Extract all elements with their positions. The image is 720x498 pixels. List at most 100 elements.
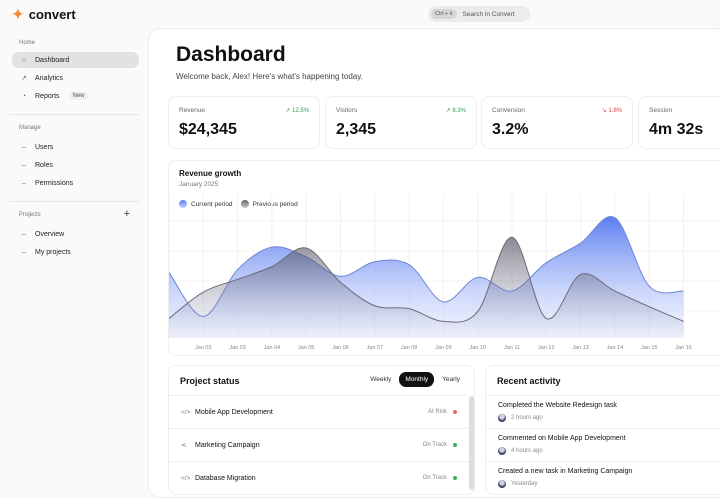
sidebar-item-my-projects[interactable]: – My projects [12, 244, 139, 260]
sidebar-item-label: My projects [35, 248, 71, 256]
section-label: Manage [19, 125, 41, 131]
search-placeholder: Search in Convert [462, 10, 515, 18]
tab-monthly[interactable]: Monthly [399, 372, 435, 387]
activity-text: Commented on Mobile App Development [498, 435, 626, 442]
avatar [498, 480, 506, 488]
tab-weekly[interactable]: Weekly [370, 376, 392, 383]
activity-time: 4 hours ago [511, 448, 543, 454]
x-tick-label: Jan 14 [607, 345, 624, 351]
project-name: Database Migration [195, 474, 256, 482]
legend-current[interactable]: Current period [179, 200, 233, 208]
kpi-change-value: 8.3% [452, 108, 466, 114]
x-tick-label: Jan 05 [298, 345, 315, 351]
legend-label: Previous period [252, 201, 298, 208]
activity-time: Yesterday [511, 481, 538, 487]
avatar [498, 447, 506, 455]
chart-title: Revenue growth [179, 169, 242, 178]
sidebar-item-analytics[interactable]: ↗ Analytics [12, 70, 139, 86]
x-tick-label: Jan 12 [538, 345, 555, 351]
legend-previous[interactable]: Previous period [240, 200, 298, 208]
kpi-conversion: Conversion ↘ 1.8% 3.2% [481, 96, 633, 149]
project-row[interactable]: </> Mobile App Development At Risk [169, 395, 469, 428]
project-row[interactable]: </> Database Migration On Track [169, 461, 469, 494]
activity-item[interactable]: Completed the Website Redesign task 2 hou… [486, 395, 720, 428]
add-project-icon[interactable]: + [123, 208, 130, 220]
x-tick-label: Jan 16 [675, 345, 692, 351]
x-tick-label: Jan 15 [641, 345, 658, 351]
kpi-value: 3.2% [492, 121, 529, 138]
legend-swatch [240, 200, 249, 208]
sidebar-item-permissions[interactable]: – Permissions [12, 175, 139, 191]
scrollbar[interactable] [469, 396, 474, 490]
status-dot [453, 476, 457, 480]
x-tick-label: Jan 07 [367, 345, 384, 351]
tab-yearly[interactable]: Yearly [442, 376, 460, 383]
project-row[interactable]: ⋖ Marketing Campaign On Track [169, 428, 469, 461]
activity-item[interactable]: Created a new task in Marketing Campaign… [486, 461, 720, 494]
dash-icon: – [22, 179, 26, 187]
period-toggle: Weekly Monthly Yearly [364, 372, 466, 387]
dash-icon: – [22, 161, 26, 169]
section-label: Projects + [0, 208, 148, 220]
revenue-chart-card: Revenue growth January 2025 Current peri… [168, 160, 720, 356]
divider [9, 201, 139, 202]
kpi-label: Revenue [179, 107, 206, 114]
project-status: On Track [422, 475, 447, 481]
chart-subtitle: January 2025 [179, 181, 219, 188]
sidebar-item-overview[interactable]: – Overview [12, 226, 139, 242]
sidebar-item-label: Permissions [35, 179, 74, 187]
section-label: Home [19, 40, 36, 46]
status-dot [453, 410, 457, 414]
recent-activity-title: Recent activity [497, 376, 561, 386]
chart-legend: Current period Previous period [179, 200, 298, 208]
trend-icon: ↗ [21, 75, 27, 82]
kpi-session: Session 4m 32s [638, 96, 720, 149]
section-label-text: Projects [19, 212, 41, 218]
activity-text: Created a new task in Marketing Campaign [498, 468, 633, 475]
sidebar-item-label: Analytics [35, 74, 64, 82]
kpi-label: Visitors [336, 107, 358, 114]
revenue-area-chart: Jan 02 Jan 03 Jan 04 Jan 05 Jan 06 Jan 07 Jan … [169, 194, 720, 351]
dash-icon: – [22, 230, 26, 238]
sidebar-item-label: Users [35, 143, 54, 151]
search-input[interactable]: Ctrl + k Search in Convert [428, 6, 530, 22]
sidebar-item-label: Overview [35, 230, 65, 238]
app-name: convert [28, 7, 76, 22]
code-icon: </> [181, 408, 191, 416]
sidebar-item-label: Reports [35, 92, 60, 100]
x-tick-label: Jan 11 [504, 345, 520, 351]
x-tick-label: Jan 09 [435, 345, 452, 351]
code-icon: </> [181, 474, 191, 482]
divider [9, 114, 139, 115]
sidebar-item-dashboard[interactable]: ⌂ Dashboard [12, 52, 139, 68]
sidebar-item-reports[interactable]: ◔ Reports New [12, 88, 139, 104]
sidebar-item-users[interactable]: – Users [12, 139, 139, 155]
x-tick-label: Jan 04 [264, 345, 281, 351]
activity-item[interactable]: Commented on Mobile App Development 4 hou… [486, 428, 720, 461]
kpi-change: ↘ 1.8% [601, 108, 622, 114]
project-name: Mobile App Development [195, 408, 273, 416]
sidebar-item-roles[interactable]: – Roles [12, 157, 139, 173]
x-tick-label: Jan 08 [401, 345, 418, 351]
legend-swatch [179, 200, 187, 208]
app-logo[interactable]: ✦ convert [12, 6, 76, 23]
avatar [498, 414, 506, 422]
home-icon: ⌂ [21, 56, 27, 64]
dash-icon: – [22, 143, 26, 151]
sparkle-icon: ✦ [12, 6, 24, 22]
legend-label: Current period [191, 201, 233, 208]
kpi-value: $24,345 [179, 121, 237, 138]
kpi-label: Session [649, 107, 673, 114]
x-tick-label: Jan 03 [229, 345, 246, 351]
x-tick-label: Jan 06 [332, 345, 349, 351]
x-tick-label: Jan 13 [572, 345, 589, 351]
sidebar-item-label: Roles [35, 161, 53, 169]
shortcut-hint: Ctrl + k [431, 9, 457, 19]
series-line-previous [169, 236, 684, 323]
series-line-current [169, 215, 684, 317]
x-tick-label: Jan 10 [469, 345, 486, 351]
kpi-change: ↗ 12.5% [285, 108, 309, 114]
kpi-label: Conversion [492, 107, 525, 114]
page-title: Dashboard [176, 43, 286, 66]
kpi-value: 4m 32s [649, 121, 704, 138]
